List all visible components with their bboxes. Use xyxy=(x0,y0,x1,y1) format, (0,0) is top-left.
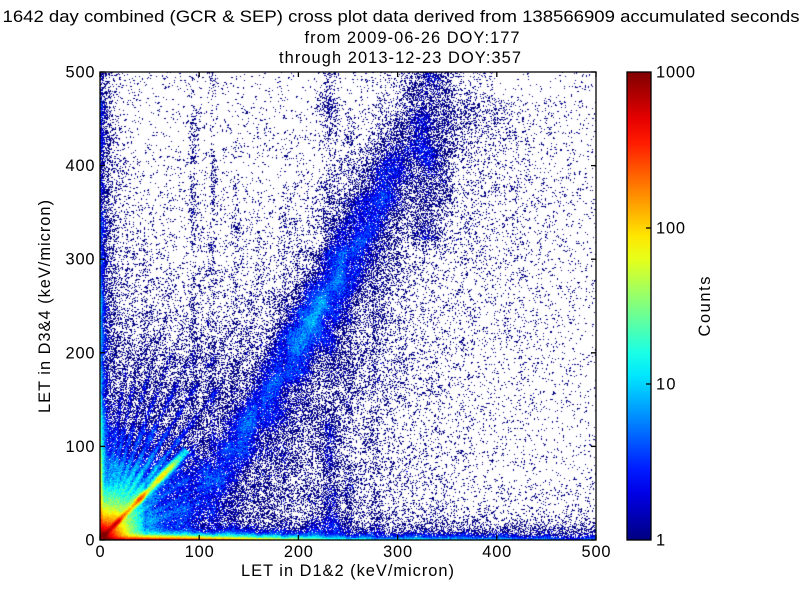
svg-text:400: 400 xyxy=(482,543,511,561)
svg-text:100: 100 xyxy=(66,438,95,456)
svg-text:200: 200 xyxy=(284,543,313,561)
svg-text:400: 400 xyxy=(66,157,95,175)
svg-text:from 2009-06-26 DOY:177: from 2009-06-26 DOY:177 xyxy=(305,29,520,47)
svg-text:0: 0 xyxy=(95,543,104,561)
svg-text:LET in D1&2 (keV/micron): LET in D1&2 (keV/micron) xyxy=(241,562,454,580)
svg-text:300: 300 xyxy=(383,543,412,561)
svg-text:LET in D3&4 (keV/micron): LET in D3&4 (keV/micron) xyxy=(36,200,54,413)
svg-text:1: 1 xyxy=(656,532,665,550)
svg-text:500: 500 xyxy=(66,64,95,82)
svg-text:200: 200 xyxy=(66,344,95,362)
svg-text:300: 300 xyxy=(66,251,95,269)
svg-text:1000: 1000 xyxy=(656,64,695,82)
svg-text:100: 100 xyxy=(185,543,214,561)
svg-text:10: 10 xyxy=(656,376,676,394)
svg-text:0: 0 xyxy=(85,532,94,550)
svg-text:through 2013-12-23 DOY:357: through 2013-12-23 DOY:357 xyxy=(279,49,521,67)
svg-text:Counts: Counts xyxy=(696,277,714,337)
svg-text:100: 100 xyxy=(656,220,685,238)
svg-text:1642 day combined (GCR & SEP): 1642 day combined (GCR & SEP) cross plot… xyxy=(3,8,800,26)
svg-text:500: 500 xyxy=(582,543,611,561)
